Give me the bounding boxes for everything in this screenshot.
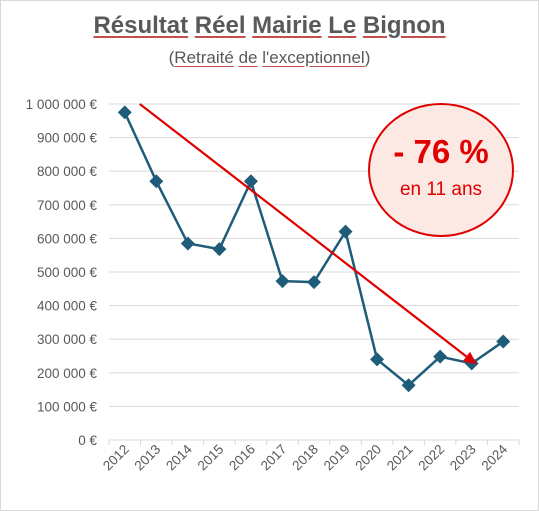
- trend-arrow-head: [462, 351, 477, 365]
- x-tick-label: 2012: [100, 442, 132, 474]
- x-tick-label: 2020: [352, 442, 384, 474]
- x-tick-label: 2016: [226, 442, 258, 474]
- y-tick-label: 1 000 000 €: [26, 97, 98, 112]
- x-tick-label: 2021: [384, 442, 416, 474]
- x-tick-label: 2018: [289, 442, 321, 474]
- data-point: [370, 352, 385, 367]
- x-tick-label: 2014: [163, 441, 195, 473]
- trend-arrow-line: [139, 103, 468, 358]
- subtitle-word: l'exceptionnel: [262, 48, 365, 67]
- decline-badge: - 76 % en 11 ans: [368, 103, 514, 237]
- y-tick-label: 800 000 €: [37, 164, 98, 179]
- subtitle-paren-close: ): [364, 48, 371, 67]
- y-tick-label: 600 000 €: [37, 231, 98, 246]
- subtitle-paren-open: (: [168, 48, 175, 67]
- x-tick-label: 2019: [321, 442, 353, 474]
- data-point: [433, 349, 448, 364]
- x-tick-label: 2022: [415, 442, 447, 474]
- y-tick-label: 100 000 €: [37, 399, 98, 414]
- x-tick-label: 2017: [258, 442, 290, 474]
- title-word: Réel: [194, 12, 246, 39]
- data-point: [307, 275, 321, 290]
- x-tick-label: 2015: [195, 442, 227, 474]
- y-tick-label: 700 000 €: [37, 198, 98, 213]
- title-word: Le: [328, 12, 357, 39]
- data-point: [117, 105, 132, 120]
- data-point: [243, 174, 258, 189]
- data-point: [275, 274, 290, 289]
- x-tick-label: 2013: [132, 442, 164, 474]
- y-tick-label: 500 000 €: [37, 265, 98, 280]
- x-tick-label: 2024: [478, 441, 510, 473]
- data-point: [338, 224, 353, 239]
- y-tick-label: 900 000 €: [37, 131, 98, 146]
- title-word: Mairie: [252, 12, 322, 39]
- y-tick-label: 200 000 €: [37, 366, 98, 381]
- data-point: [496, 334, 511, 349]
- badge-value: - 76 %: [393, 133, 489, 170]
- y-tick-label: 400 000 €: [37, 299, 98, 314]
- data-point: [401, 378, 416, 393]
- title-word: Bignon: [362, 12, 446, 39]
- subtitle-word: de: [238, 48, 258, 67]
- data-point: [149, 174, 164, 189]
- x-tick-label: 2023: [447, 442, 479, 474]
- data-point: [212, 242, 227, 257]
- chart-title: Résultat Réel Mairie Le Bignon: [0, 12, 539, 40]
- y-tick-label: 0 €: [78, 433, 97, 448]
- badge-label: en 11 ans: [399, 179, 483, 200]
- title-word: Résultat: [93, 12, 189, 39]
- y-tick-label: 300 000 €: [37, 332, 98, 347]
- chart-subtitle: (Retraité de l'exceptionnel): [0, 48, 539, 68]
- subtitle-word: Retraité: [174, 48, 234, 67]
- data-point: [180, 236, 195, 251]
